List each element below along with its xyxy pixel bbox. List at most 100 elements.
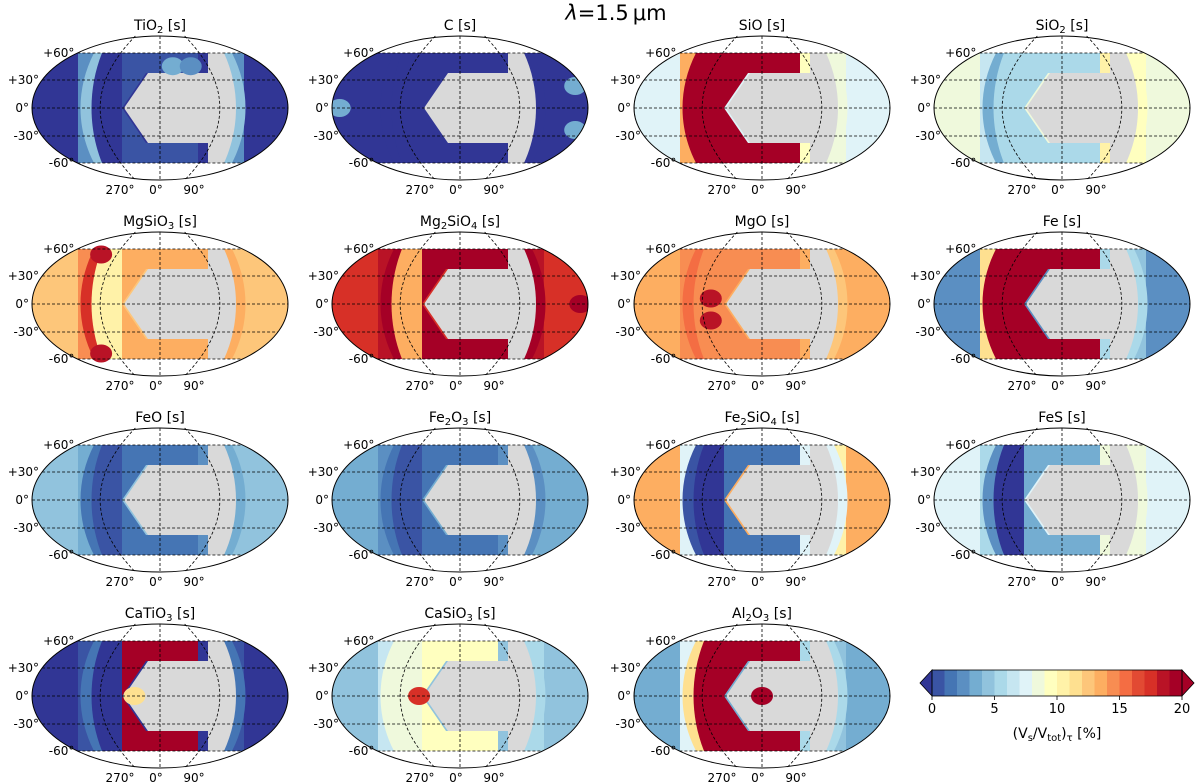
west-terminator: [80, 641, 104, 751]
lat-tick-label: +60°: [945, 242, 976, 256]
lon-tick-label: 270°: [708, 575, 737, 589]
dayside-c-region: [1024, 445, 1100, 555]
colorbar-level: [1032, 670, 1045, 696]
meridian-gridline: [484, 623, 521, 769]
east-terminator: [1122, 53, 1148, 163]
lon-tick-label: 90°: [183, 575, 204, 589]
lat-tick-label: +30°: [910, 73, 941, 87]
title-text: SiO: [447, 214, 471, 230]
lat-tick-label: +60°: [43, 242, 74, 256]
lat-tick-label: +60°: [343, 634, 374, 648]
lat-tick-label: +30°: [308, 73, 339, 87]
west-column: [391, 641, 422, 751]
west-terminator: [380, 445, 404, 555]
east-terminator: [520, 641, 546, 751]
lon-tick-label: 270°: [406, 379, 435, 393]
map-panel-14: CaSiO3 [s] +60° +30° 0° -30° -60° 270° 0° 90°: [308, 606, 589, 784]
colorbar-level: [994, 670, 1008, 696]
map-boundary: [933, 231, 1191, 377]
lat-tick-label: 0°: [15, 689, 29, 703]
panel-title: CaTiO3 [s]: [125, 606, 195, 624]
map-boundary: [31, 231, 289, 377]
panel-title: Fe2SiO4 [s]: [724, 410, 799, 428]
panel-title: FeO [s]: [135, 410, 185, 426]
title-text: Mg: [420, 214, 441, 230]
dayside-c-region: [724, 445, 800, 555]
west-column: [91, 445, 122, 555]
lat-tick-label: 0°: [917, 493, 931, 507]
lon-tick-label: 0°: [1051, 183, 1065, 197]
west-column: [91, 641, 122, 751]
west-column: [391, 53, 422, 163]
meridian-gridline: [786, 427, 823, 573]
lon-tick-label: 270°: [708, 771, 737, 784]
map-boundary: [933, 35, 1191, 181]
hot-spot-1: [758, 52, 781, 71]
lat-tick-label: 0°: [315, 493, 329, 507]
colorbar-extend-max: [1181, 668, 1195, 698]
east-terminator: [822, 249, 848, 359]
lat-tick-label: +60°: [343, 438, 374, 452]
colorbar-label-text: /V: [1033, 726, 1048, 742]
lon-tick-label: 0°: [149, 575, 163, 589]
lon-tick-label: 90°: [1085, 379, 1106, 393]
meridian-gridline: [399, 427, 436, 573]
lon-tick-label: 0°: [449, 379, 463, 393]
title-lambda: λ: [564, 1, 577, 25]
map-panels: TiO2 [s]+60°+30°0°-30°-60°270° 0° 90°C [s]…: [8, 18, 1191, 784]
colorbar-level: [1132, 670, 1145, 696]
hot-spot-2: [169, 731, 192, 749]
title-unit: μm: [633, 1, 667, 25]
lat-tick-label: +60°: [43, 46, 74, 60]
east-terminator: [520, 249, 546, 359]
hot-spot-2: [179, 57, 202, 76]
map-boundary: [331, 623, 589, 769]
lat-tick-label: -60°: [49, 744, 75, 758]
title-text: MgSiO: [123, 214, 168, 230]
lat-tick-label: -30°: [13, 717, 39, 731]
hot-spot-1: [90, 245, 113, 264]
map-boundary: [31, 623, 289, 769]
colorbar-level: [1169, 670, 1183, 696]
east-terminator: [822, 641, 848, 751]
panel-title: C [s]: [444, 18, 476, 34]
colorbar-level: [1144, 670, 1158, 696]
lat-tick-label: 0°: [15, 101, 29, 115]
lat-tick-label: +60°: [645, 46, 676, 60]
west-terminator: [380, 641, 404, 751]
lat-tick-label: -30°: [615, 325, 641, 339]
title-text: Fe: [429, 410, 445, 426]
lat-tick-label: -60°: [651, 548, 677, 562]
colorbar-level: [982, 670, 995, 696]
west-column: [91, 249, 122, 359]
hot-spot-1: [169, 643, 192, 661]
lat-tick-label: 0°: [617, 101, 631, 115]
lat-tick-label: +30°: [8, 661, 39, 675]
title-subscript: 2: [441, 221, 447, 232]
west-column: [993, 53, 1024, 163]
colorbar-level: [1007, 670, 1020, 696]
title-text: SiO: [1036, 18, 1060, 34]
east-terminator: [220, 249, 246, 359]
colorbar-level: [1119, 670, 1133, 696]
title-text: SiO [s]: [739, 18, 785, 34]
panel-title: Fe [s]: [1043, 214, 1082, 230]
lon-tick-label: 0°: [149, 379, 163, 393]
west-column: [993, 249, 1024, 359]
west-terminator: [982, 445, 1006, 555]
hot-spot-2: [699, 311, 722, 330]
hot-spot-1: [161, 57, 184, 76]
lat-tick-label: +30°: [610, 269, 641, 283]
panel-title: Mg2SiO4 [s]: [420, 214, 500, 232]
title-subscript: 2: [1059, 25, 1065, 36]
lat-tick-label: +60°: [645, 242, 676, 256]
lon-tick-label: 90°: [785, 183, 806, 197]
meridian-gridline: [484, 427, 521, 573]
hot-spot-2: [90, 344, 113, 363]
lon-tick-label: 90°: [183, 183, 204, 197]
title-subscript: 4: [771, 417, 777, 428]
dayside-c-region: [724, 249, 800, 359]
colorbar-level: [944, 670, 958, 696]
east-terminator: [822, 53, 848, 163]
lat-tick-label: +30°: [8, 73, 39, 87]
